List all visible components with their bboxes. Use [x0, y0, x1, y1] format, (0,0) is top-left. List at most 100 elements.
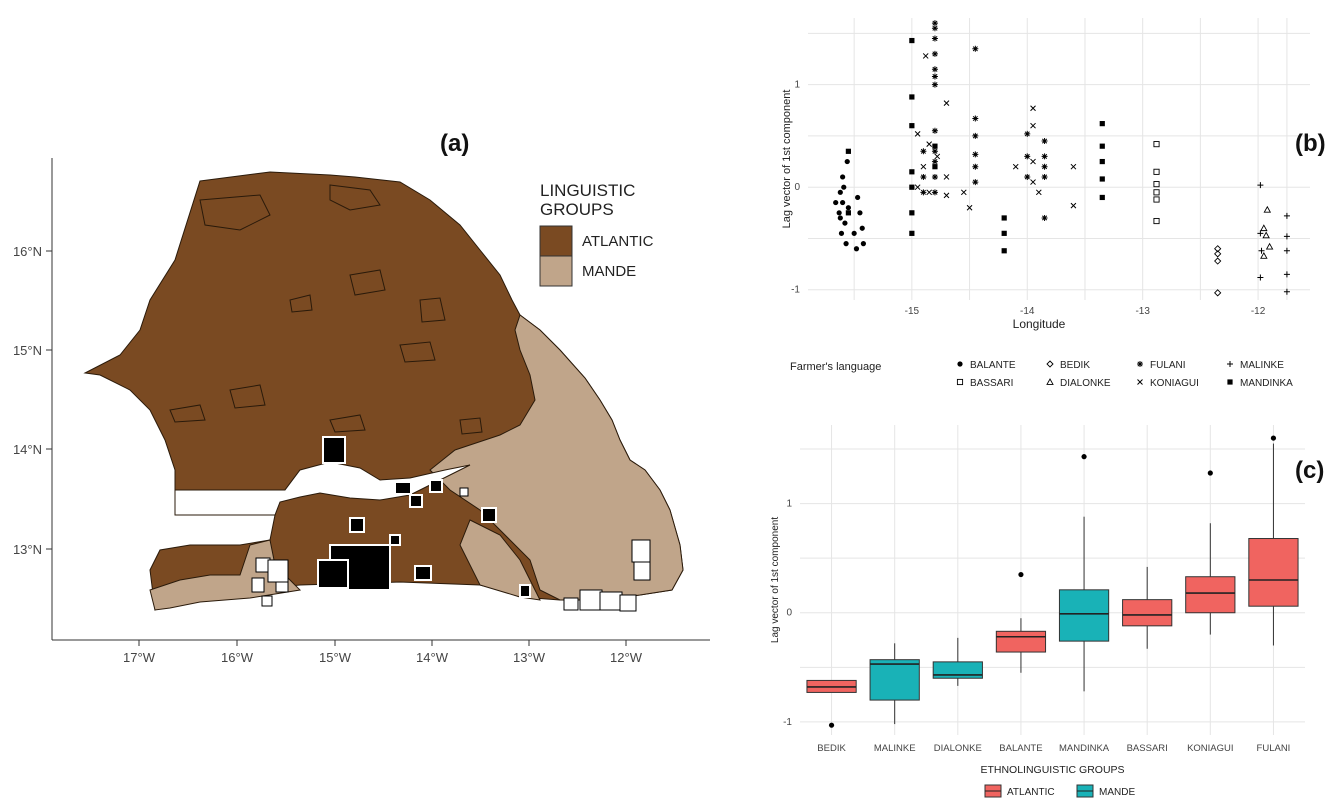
box-fulani: [1248, 435, 1299, 646]
scatter-point: [932, 143, 938, 149]
legend-label-atlantic: ATLANTIC: [582, 233, 654, 250]
scatter-point: [1153, 196, 1160, 203]
scatter-point: [844, 158, 850, 165]
box-mandinka: [1058, 454, 1110, 692]
scatter-point: [1041, 163, 1048, 170]
scatter-point: [1283, 271, 1290, 278]
legend-label: ATLANTIC: [1007, 787, 1055, 798]
scatter-point: [931, 127, 938, 134]
scatter-point: [909, 94, 915, 100]
scatter-point: [1035, 189, 1042, 196]
y-tick-label: 1: [786, 499, 792, 510]
scatter-point: [931, 66, 938, 73]
scatter-panel: -15 -14 -13 -12 -1 0 1 Longitude Lag vector of 1…: [760, 0, 1328, 400]
legend-key: [1137, 379, 1143, 385]
scatter-point: [972, 45, 979, 52]
scatter-point: [1283, 247, 1290, 254]
x-tick-label: BALANTE: [999, 743, 1042, 754]
scatter-point: [1030, 105, 1036, 112]
scatter-point: [1263, 205, 1272, 213]
scatter-point: [1214, 250, 1222, 258]
scatter-point: [855, 194, 861, 201]
scatter-point: [931, 35, 938, 42]
scatter-point: [1041, 214, 1048, 221]
scatter-point: [837, 215, 843, 221]
legend-label: BASSARI: [970, 378, 1013, 389]
x-tick-label: BASSARI: [1127, 743, 1168, 754]
panel-label-b: (b): [1295, 130, 1326, 157]
scatter-point: [931, 173, 938, 180]
legend-key: [956, 378, 964, 386]
map-panel: 16°N 15°N 14°N 13°N 17°W 16°W 15°W 14°W …: [13, 130, 710, 665]
scatter-point: [853, 246, 860, 252]
lon-label: 12°W: [610, 650, 643, 665]
legend-label: MANDE: [1099, 787, 1135, 798]
panel-label-a: (a): [440, 130, 470, 157]
scatter-point: [1283, 233, 1290, 240]
scatter-point: [1257, 274, 1264, 281]
scatter-point: [931, 189, 938, 196]
scatter-point: [1099, 158, 1105, 165]
scatter-point: [1070, 163, 1077, 170]
box-body: [1185, 576, 1236, 614]
scatter-point: [909, 37, 915, 44]
scatter-point: [932, 164, 938, 170]
lon-label: 16°W: [221, 650, 254, 665]
y-tick-label: -1: [791, 285, 800, 296]
lat-label: 14°N: [13, 442, 42, 457]
scatter-point: [1001, 248, 1007, 254]
legend-key: [1046, 378, 1054, 385]
legend-label: MALINKE: [1240, 360, 1284, 371]
x-tick-label: KONIAGUI: [1187, 743, 1233, 754]
legend-title: GROUPS: [540, 200, 614, 219]
scatter-point: [1262, 231, 1270, 239]
scatter-point: [1260, 251, 1268, 259]
x-tick-label: MALINKE: [874, 743, 916, 754]
scatter-point: [833, 199, 839, 206]
y-tick-label: 0: [786, 608, 792, 619]
scatter-point: [922, 53, 929, 59]
scatter-point: [842, 220, 848, 226]
legend-label: MANDINKA: [1240, 378, 1293, 389]
scatter-point: [1001, 215, 1007, 221]
scatter-point: [972, 132, 979, 139]
scatter-point: [840, 174, 846, 180]
scatter-point: [972, 151, 979, 158]
scatter-point: [859, 225, 865, 231]
scatter-point: [931, 81, 938, 88]
lon-label: 17°W: [123, 650, 156, 665]
scatter-point: [972, 179, 979, 186]
scatter-point: [1041, 138, 1048, 145]
scatter-point: [920, 189, 927, 196]
box-outlier: [1270, 435, 1277, 441]
box-body: [932, 661, 983, 679]
lon-label: 14°W: [416, 650, 449, 665]
scatter-point: [926, 141, 933, 147]
scatter-point: [1041, 153, 1048, 160]
scatter-chart: -15 -14 -13 -12 -1 0 1 Longitude Lag vector of 1…: [781, 18, 1310, 389]
scatter-point: [1001, 230, 1007, 236]
scatter-point: [914, 131, 921, 137]
scatter-point: [972, 163, 979, 170]
scatter-point: [1257, 182, 1264, 189]
scatter-point: [931, 20, 938, 27]
scatter-point: [1153, 141, 1160, 148]
x-tick-label: -12: [1251, 306, 1266, 317]
lon-label: 13°W: [513, 650, 546, 665]
legend-title: Farmer's language: [790, 361, 881, 373]
legend-key: [1076, 784, 1094, 798]
box-dialonke: [932, 637, 983, 686]
scatter-point: [1258, 247, 1265, 254]
panel-label-c: (c): [1295, 457, 1325, 484]
scatter-point: [943, 174, 950, 180]
x-tick-label: FULANI: [1257, 743, 1291, 754]
scatter-point: [1153, 181, 1160, 188]
y-tick-label: 1: [794, 80, 800, 91]
scatter-point: [1260, 224, 1268, 232]
scatter-point: [837, 189, 843, 195]
scatter-point: [926, 189, 933, 196]
box-body: [995, 630, 1047, 653]
legend-key: [1227, 361, 1233, 367]
x-tick-label: -14: [1020, 306, 1035, 317]
scatter-point: [851, 230, 857, 236]
